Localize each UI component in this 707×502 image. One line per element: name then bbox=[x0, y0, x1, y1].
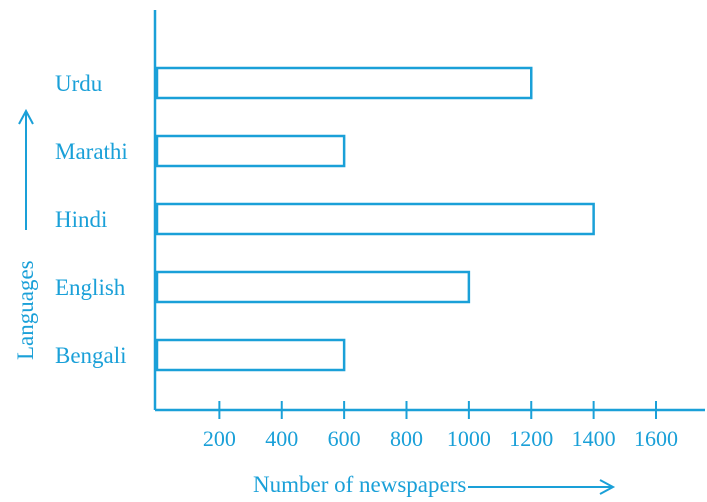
x-tick-label-1000: 1000 bbox=[447, 426, 491, 451]
x-axis-title: Number of newspapers bbox=[253, 472, 466, 497]
y-axis-arrow bbox=[18, 108, 34, 230]
x-tick-label-600: 600 bbox=[328, 426, 361, 451]
category-label-marathi: Marathi bbox=[55, 139, 128, 164]
x-tick-label-1400: 1400 bbox=[572, 426, 616, 451]
bar-english bbox=[155, 270, 471, 304]
x-tick-label-400: 400 bbox=[265, 426, 298, 451]
x-axis-arrow bbox=[468, 479, 616, 495]
category-label-english: English bbox=[55, 275, 126, 300]
category-label-hindi: Hindi bbox=[55, 207, 107, 232]
bar-marathi bbox=[155, 134, 346, 168]
x-tick-label-200: 200 bbox=[203, 426, 236, 451]
bar-bengali bbox=[155, 338, 346, 372]
x-tick-label-800: 800 bbox=[390, 426, 423, 451]
y-axis-title: Languages bbox=[13, 260, 38, 360]
bars-group bbox=[155, 66, 595, 372]
category-label-urdu: Urdu bbox=[55, 71, 103, 96]
x-tick-label-1200: 1200 bbox=[509, 426, 553, 451]
x-tick-label-1600: 1600 bbox=[634, 426, 678, 451]
x-ticks-group: 200 400 600 800 1000 1200 1400 1600 bbox=[203, 401, 678, 451]
bar-urdu bbox=[155, 66, 533, 100]
category-labels-group: Urdu Marathi Hindi English Bengali bbox=[55, 71, 128, 368]
category-label-bengali: Bengali bbox=[55, 343, 127, 368]
bar-hindi bbox=[155, 202, 595, 236]
